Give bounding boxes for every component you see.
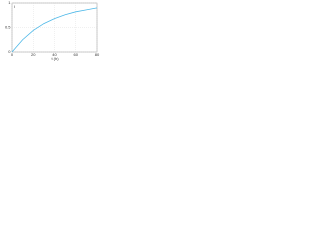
x-axis-label: t (h) — [51, 56, 59, 61]
x-tick-label: 0 — [11, 52, 14, 57]
y-axis-label: I — [14, 4, 15, 9]
page: {"chart_data": {"type": "line", "x_label… — [0, 0, 100, 63]
x-tick-label: 20 — [31, 52, 36, 57]
x-tick-label: 60 — [74, 52, 79, 57]
x-tick-label: 80 — [95, 52, 100, 57]
x-tick-label: 40 — [52, 52, 57, 57]
data-line — [11, 7, 98, 53]
y-tick-label: 1 — [8, 0, 11, 5]
y-tick-label: 0 — [8, 49, 11, 54]
y-tick-label: 0.5 — [5, 25, 11, 30]
chart: t (h) I 00.510 20 40 60 80 — [5, 0, 100, 61]
